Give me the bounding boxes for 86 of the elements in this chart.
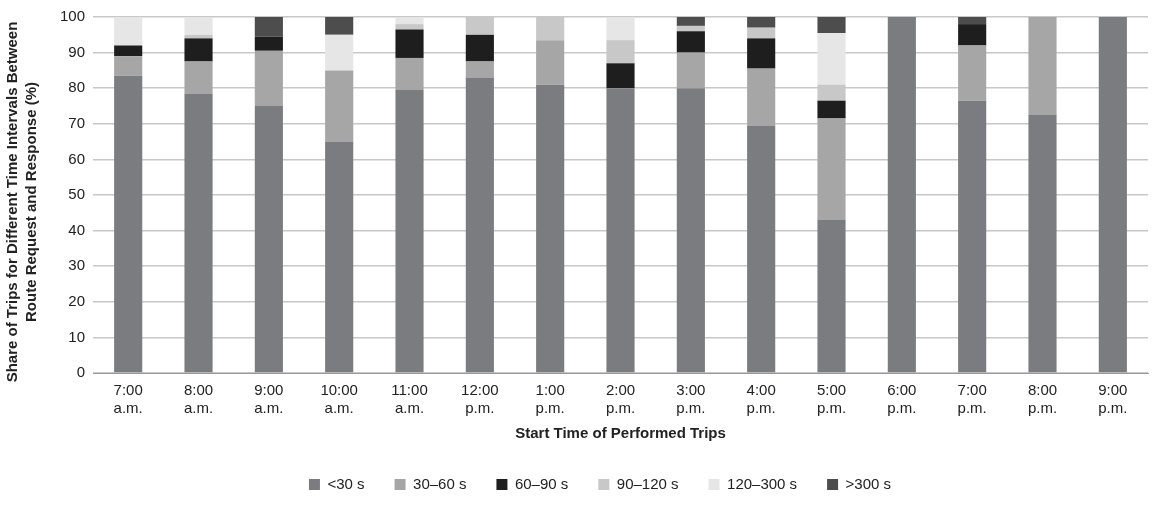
bar <box>395 89 424 373</box>
x-tick-label: 7:00 a.m. <box>113 381 143 417</box>
bar <box>114 45 143 57</box>
bar <box>606 17 635 41</box>
bar <box>958 24 987 46</box>
bar <box>1028 114 1057 373</box>
y-tick-label: 80 <box>68 78 86 96</box>
x-tick-label: 12:00 p.m. <box>461 381 499 417</box>
bar <box>676 88 705 373</box>
bar <box>254 106 283 373</box>
bar <box>887 17 916 373</box>
y-tick-label: 70 <box>68 113 86 131</box>
bar <box>395 57 424 90</box>
bar <box>958 45 987 101</box>
bar <box>1098 17 1127 373</box>
bar <box>114 75 143 373</box>
bar <box>958 100 987 373</box>
bar <box>465 77 494 373</box>
bar <box>817 17 846 34</box>
bar <box>325 17 354 35</box>
bar <box>606 63 635 89</box>
legend-label: 90–120 s <box>616 474 679 492</box>
bar <box>676 31 705 53</box>
y-tick-label: 90 <box>68 42 86 60</box>
bar <box>747 68 776 126</box>
y-tick-label: 100 <box>60 7 86 25</box>
y-tick-label: 10 <box>68 327 86 345</box>
x-tick-label: 7:00 p.m. <box>957 381 987 417</box>
bar <box>114 56 143 76</box>
bar <box>747 125 776 373</box>
bar <box>254 17 283 37</box>
x-tick-label: 1:00 p.m. <box>535 381 565 417</box>
bar <box>676 52 705 89</box>
bar <box>254 36 283 51</box>
y-tick-label: 40 <box>68 220 86 238</box>
y-axis-title: Share of Trips for Different Time Intervals Between Route Request and Response (%) <box>2 20 40 385</box>
bar <box>325 34 354 71</box>
bar <box>465 61 494 78</box>
legend-label: <30 s <box>327 474 365 492</box>
bar <box>184 38 213 62</box>
bar <box>747 27 776 39</box>
bar <box>747 38 776 69</box>
x-tick-label: 4:00 p.m. <box>746 381 776 417</box>
bar <box>114 17 143 46</box>
x-axis-title: Start Time of Performed Trips <box>515 424 726 442</box>
legend-label: 30–60 s <box>413 474 467 492</box>
bar <box>184 61 213 94</box>
y-tick-label: 20 <box>68 291 86 309</box>
bar <box>184 17 213 35</box>
bar <box>254 50 283 106</box>
bar <box>1028 17 1057 115</box>
bar <box>325 70 354 142</box>
x-tick-label: 2:00 p.m. <box>605 381 636 417</box>
y-tick-label: 60 <box>68 149 86 167</box>
legend-label: 120–300 s <box>727 474 798 492</box>
x-tick-label: 11:00 a.m. <box>391 381 428 417</box>
legend-label: >300 s <box>845 474 892 492</box>
y-tick-label: 30 <box>68 256 86 274</box>
x-tick-label: 9:00 a.m. <box>254 381 284 417</box>
x-tick-label: 10:00 a.m. <box>320 381 358 417</box>
bar <box>325 141 354 373</box>
y-tick-label: 50 <box>68 185 86 203</box>
x-tick-label: 6:00 p.m. <box>887 381 917 417</box>
bar <box>536 40 565 85</box>
x-tick-label: 3:00 p.m. <box>676 381 706 417</box>
x-tick-label: 8:00 a.m. <box>183 381 214 417</box>
legend-label: 60–90 s <box>514 474 569 492</box>
x-tick-label: 8:00 p.m. <box>1027 381 1058 417</box>
bar <box>395 24 424 30</box>
bar <box>817 100 846 119</box>
bar <box>184 93 213 373</box>
bar <box>536 84 565 373</box>
bar <box>465 34 494 62</box>
bar <box>606 88 635 373</box>
bar <box>817 219 846 373</box>
bar <box>817 33 846 85</box>
y-tick-label: 0 <box>76 363 86 381</box>
bar <box>395 29 424 58</box>
bar <box>676 25 705 32</box>
bar <box>676 17 705 26</box>
bar <box>395 17 424 25</box>
bar <box>958 17 987 25</box>
bar <box>747 17 776 28</box>
bar <box>817 118 846 220</box>
x-tick-label: 9:00 p.m. <box>1098 381 1128 417</box>
x-tick-label: 5:00 p.m. <box>816 381 847 417</box>
